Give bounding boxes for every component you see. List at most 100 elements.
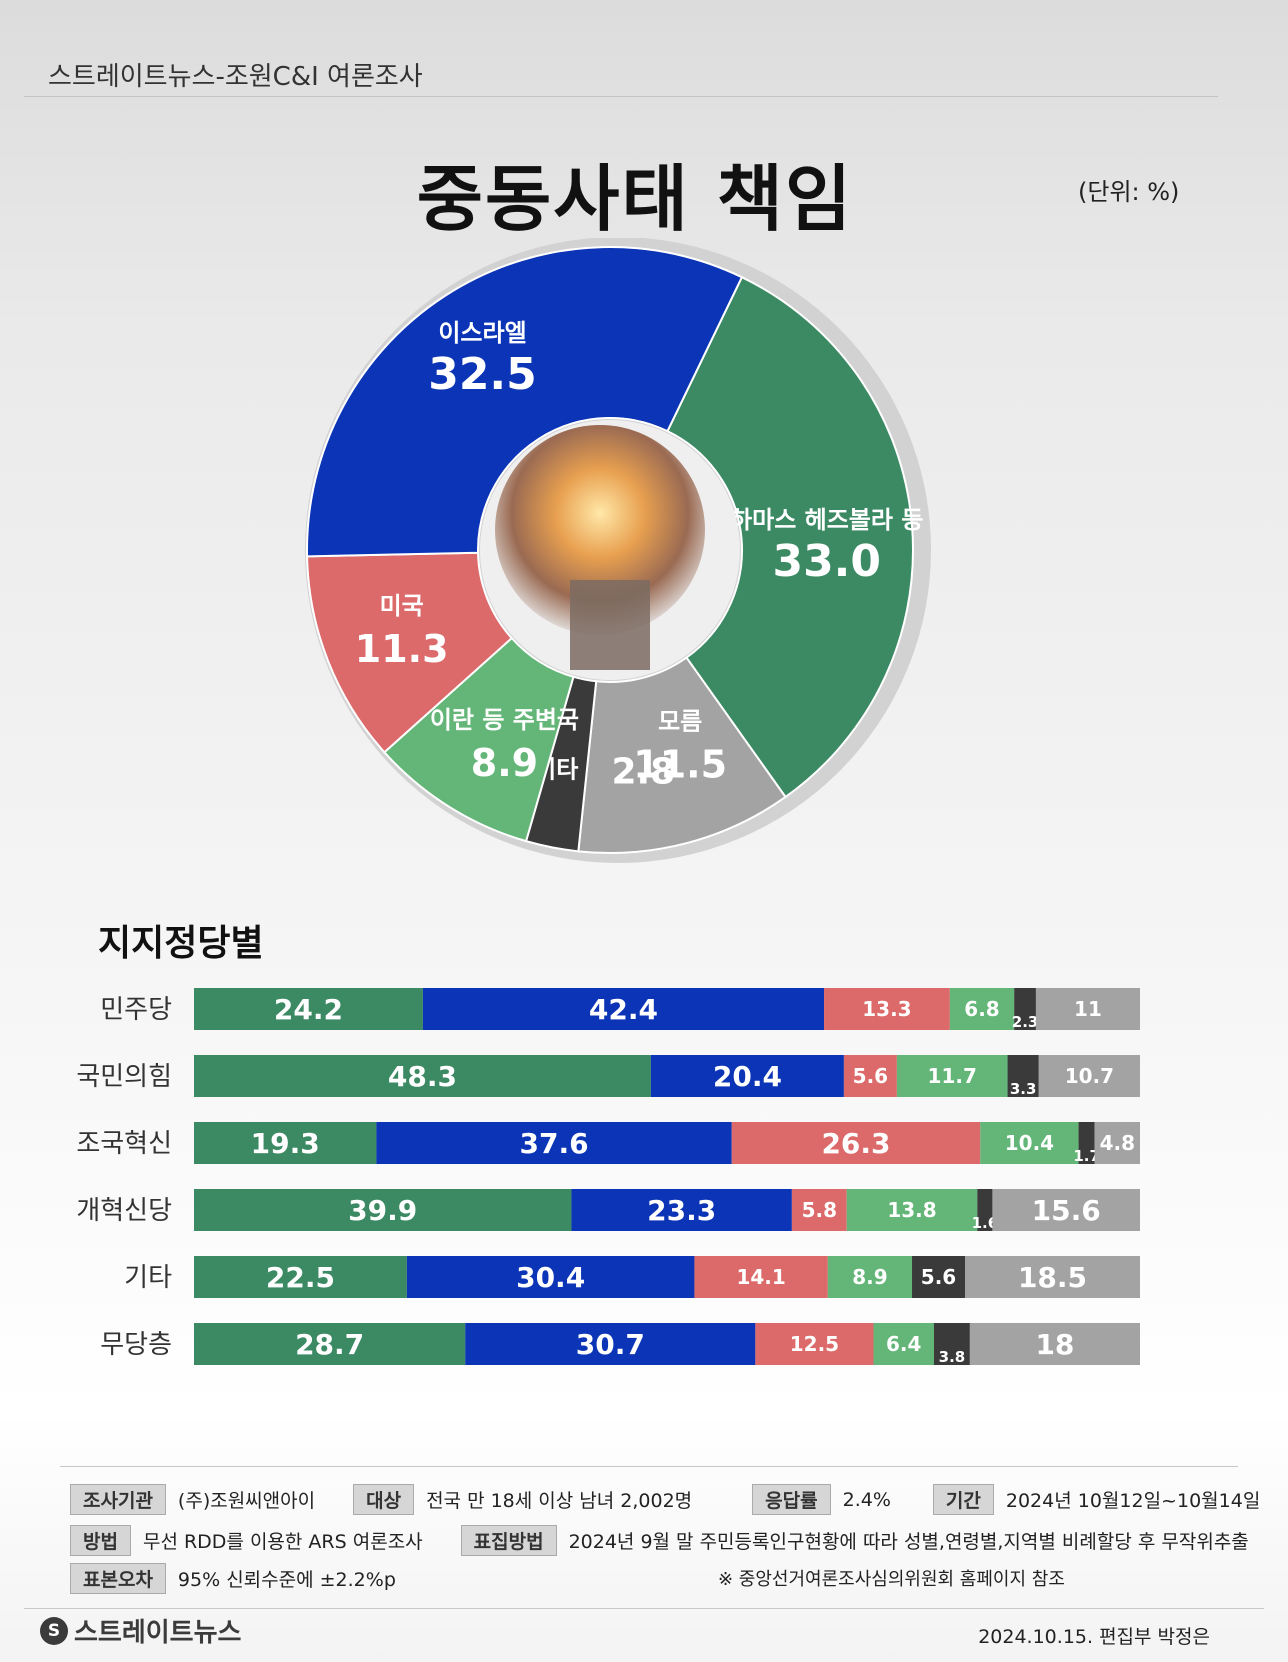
- bar-value-label: 5.6: [853, 1064, 888, 1088]
- pie-slice-value: 11.5: [633, 742, 727, 786]
- pie-slice-value: 8.9: [471, 741, 538, 785]
- error-tag: 표본오차: [70, 1563, 166, 1594]
- footer-divider: [60, 1466, 1238, 1467]
- bar-value-label: 11.7: [928, 1064, 977, 1088]
- pie-slice-label: 이스라엘: [438, 319, 526, 347]
- target-value: 전국 만 18세 이상 남녀 2,002명: [426, 1490, 693, 1512]
- unit-label: (단위: %): [1078, 178, 1180, 206]
- bar-value-label: 10.7: [1065, 1064, 1114, 1088]
- meta-row-2: 방법 무선 RDD를 이용한 ARS 여론조사 표집방법 2024년 9월 말 …: [70, 1525, 1249, 1556]
- bar-segment: [376, 1122, 732, 1164]
- bar-value-label: 10.4: [1005, 1131, 1054, 1155]
- bar-value-label: 18: [1035, 1328, 1074, 1361]
- bar-value-label: 19.3: [251, 1127, 320, 1160]
- bar-value-label: 3.3: [1010, 1080, 1037, 1098]
- bar-segment: [406, 1256, 695, 1298]
- pie-slice-value: 11.3: [355, 627, 449, 671]
- pie-slice: [577, 656, 787, 854]
- pie-slice: [306, 246, 744, 558]
- bar-value-label: 28.7: [295, 1328, 364, 1361]
- bar-segment: [949, 988, 1015, 1030]
- bar-category-label: 국민의힘: [76, 1062, 172, 1092]
- chart-title: 중동사태 책임: [416, 157, 854, 241]
- bar-segment: [980, 1122, 1079, 1164]
- bar-value-label: 39.9: [348, 1194, 417, 1227]
- pie-slice-label: 하마스 헤즈볼라 등: [730, 506, 923, 534]
- bar-value-label: 13.3: [862, 997, 911, 1021]
- bar-segment: [194, 988, 423, 1030]
- sampling-tag: 표집방법: [460, 1525, 557, 1556]
- bar-segment: [969, 1323, 1140, 1365]
- outlet-logo: S 스트레이트뉴스: [40, 1612, 241, 1649]
- explosion-image: [495, 425, 705, 635]
- bar-segment: [194, 1189, 572, 1231]
- bar-segment: [194, 1256, 407, 1298]
- bar-segment: [827, 1256, 913, 1298]
- method-value: 무선 RDD를 이용한 ARS 여론조사: [142, 1531, 423, 1553]
- bar-value-label: 3.8: [939, 1348, 966, 1366]
- bar-segment: [1007, 1055, 1039, 1097]
- agency-tag: 조사기관: [70, 1484, 166, 1515]
- bar-category-label: 조국혁신: [76, 1129, 172, 1159]
- bar-segment: [194, 1323, 466, 1365]
- bar-value-label: 13.8: [887, 1198, 936, 1222]
- reference-note: ※ 중앙선거여론조사심의위원회 홈페이지 참조: [718, 1569, 1065, 1590]
- bar-segment: [1014, 988, 1036, 1030]
- sampling-value: 2024년 9월 말 주민등록인구현황에 따라 성별,연령별,지역별 비례할당 …: [568, 1531, 1249, 1553]
- bar-value-label: 14.1: [736, 1265, 785, 1289]
- bar-segment: [791, 1189, 847, 1231]
- stacked-bar-chart: 민주당 24.2 42.4 13.3 6.8 2.3 11 국민의힘 48.3 20.4 5.6 11…: [76, 988, 1140, 1366]
- bar-segment: [843, 1055, 897, 1097]
- pie-slice: [306, 551, 514, 754]
- bar-value-label: 5.6: [921, 1265, 956, 1289]
- bar-segment: [992, 1189, 1140, 1231]
- bar-segment: [650, 1055, 844, 1097]
- bar-category-label: 무당층: [100, 1330, 172, 1360]
- bar-value-label: 22.5: [266, 1261, 335, 1294]
- bar-value-label: 30.4: [516, 1261, 585, 1294]
- pie-slice-value: 2.8: [611, 751, 675, 792]
- building-silhouette: [570, 580, 650, 670]
- outlet-title: 스트레이트뉴스-조원C&I 여론조사: [48, 62, 423, 92]
- pie-slice-label: 미국: [380, 592, 424, 620]
- footer-bottom-divider: [24, 1608, 1264, 1609]
- bar-category-label: 기타: [124, 1263, 172, 1293]
- date-credit: 2024.10.15. 편집부 박정은: [978, 1626, 1210, 1648]
- bar-segment: [1078, 1122, 1095, 1164]
- pie-slice: [666, 275, 914, 799]
- pie-slice-value: 33.0: [772, 536, 881, 587]
- meta-row-1: 조사기관 (주)조원씨앤아이 대상 전국 만 18세 이상 남녀 2,002명 …: [70, 1484, 1260, 1515]
- bar-segment: [933, 1323, 970, 1365]
- target-tag: 대상: [353, 1484, 415, 1515]
- bar-segment: [465, 1323, 756, 1365]
- meta-row-3: 표본오차 95% 신뢰수준에 ±2.2%p: [70, 1563, 396, 1594]
- bar-value-label: 1.6: [972, 1214, 999, 1232]
- bar-segment: [571, 1189, 792, 1231]
- bar-value-label: 2.3: [1012, 1013, 1039, 1031]
- bar-segment: [977, 1189, 993, 1231]
- bar-value-label: 24.2: [274, 993, 343, 1026]
- bar-value-label: 20.4: [713, 1060, 782, 1093]
- bar-segment: [824, 988, 950, 1030]
- bar-chart-title: 지지정당별: [98, 923, 264, 964]
- bar-segment: [846, 1189, 978, 1231]
- bar-value-label: 5.8: [802, 1198, 837, 1222]
- bar-value-label: 18.5: [1018, 1261, 1087, 1294]
- bar-value-label: 42.4: [589, 993, 658, 1026]
- bar-segment: [755, 1323, 874, 1365]
- bar-value-label: 37.6: [520, 1127, 589, 1160]
- bar-segment: [194, 1055, 651, 1097]
- response-tag: 응답률: [752, 1484, 831, 1515]
- bar-segment: [422, 988, 825, 1030]
- header-divider: [24, 96, 1218, 97]
- period-tag: 기간: [932, 1484, 994, 1515]
- bar-value-label: 8.9: [852, 1265, 887, 1289]
- bar-segment: [194, 1122, 377, 1164]
- pie-slice-value: 32.5: [428, 349, 537, 400]
- bar-value-label: 48.3: [388, 1060, 457, 1093]
- bar-segment: [1094, 1122, 1140, 1164]
- bar-segment: [1035, 988, 1140, 1030]
- bar-segment: [964, 1256, 1140, 1298]
- bar-value-label: 1.7: [1073, 1147, 1100, 1165]
